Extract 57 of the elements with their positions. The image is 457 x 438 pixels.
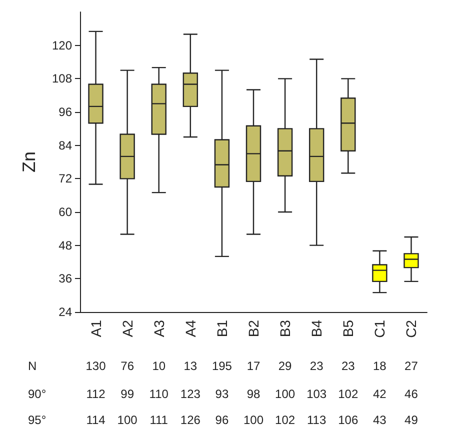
text: 102	[338, 387, 358, 401]
y-tick-label: 48	[58, 238, 72, 252]
x-tick-label: B3	[277, 320, 294, 338]
y-tick-label: 108	[52, 72, 72, 86]
text: 103	[306, 387, 327, 401]
text: 195	[212, 359, 232, 373]
x-tick-label: A2	[119, 320, 136, 338]
y-tick-label: 84	[58, 138, 72, 152]
text: 49	[404, 413, 418, 427]
y-tick-label: 36	[58, 272, 72, 286]
text: 126	[180, 413, 201, 427]
text: 18	[373, 359, 387, 373]
text: 23	[310, 359, 324, 373]
text: 106	[338, 413, 358, 427]
x-tick-label: B4	[308, 320, 325, 338]
x-tick-label: A3	[150, 320, 167, 338]
text: 100	[117, 413, 138, 427]
text: 130	[86, 359, 106, 373]
y-tick-label: 120	[52, 38, 72, 52]
text: 113	[307, 413, 326, 427]
x-tick-label: A1	[88, 320, 104, 338]
text: 29	[278, 359, 292, 373]
y-tick-label: 96	[58, 105, 72, 119]
text: 102	[275, 413, 296, 427]
text: 100	[243, 413, 264, 427]
text: 76	[120, 359, 134, 373]
y-tick-label: 72	[58, 172, 72, 186]
text: 95°	[28, 413, 46, 427]
x-tick-label: C1	[372, 320, 388, 338]
x-tick-label: C2	[403, 320, 420, 338]
x-tick-label: B1	[214, 320, 230, 338]
y-tick-label: 60	[58, 205, 72, 219]
text: 42	[373, 387, 387, 401]
x-tick-label: B5	[340, 320, 356, 338]
y-tick-label: 24	[58, 305, 72, 319]
text: 99	[120, 387, 134, 401]
x-tick-label: B2	[246, 320, 262, 338]
text: 98	[246, 387, 260, 401]
x-tick-label: A4	[182, 320, 198, 338]
text: 90°	[28, 387, 46, 401]
text: 23	[341, 359, 356, 373]
y-axis-title: Zn	[19, 151, 39, 173]
text: 43	[373, 413, 387, 427]
text: 27	[404, 359, 418, 373]
text: 110	[149, 387, 169, 401]
text: 100	[275, 387, 296, 401]
text: 112	[86, 387, 106, 401]
text: N	[28, 359, 37, 373]
text: 93	[215, 387, 229, 401]
text: 46	[404, 387, 418, 401]
text: 123	[180, 387, 201, 401]
text: 96	[215, 413, 229, 427]
text: 111	[150, 413, 168, 427]
text: 10	[152, 359, 166, 373]
text: 114	[86, 413, 106, 427]
text: 17	[246, 359, 260, 373]
text: 13	[184, 359, 198, 373]
